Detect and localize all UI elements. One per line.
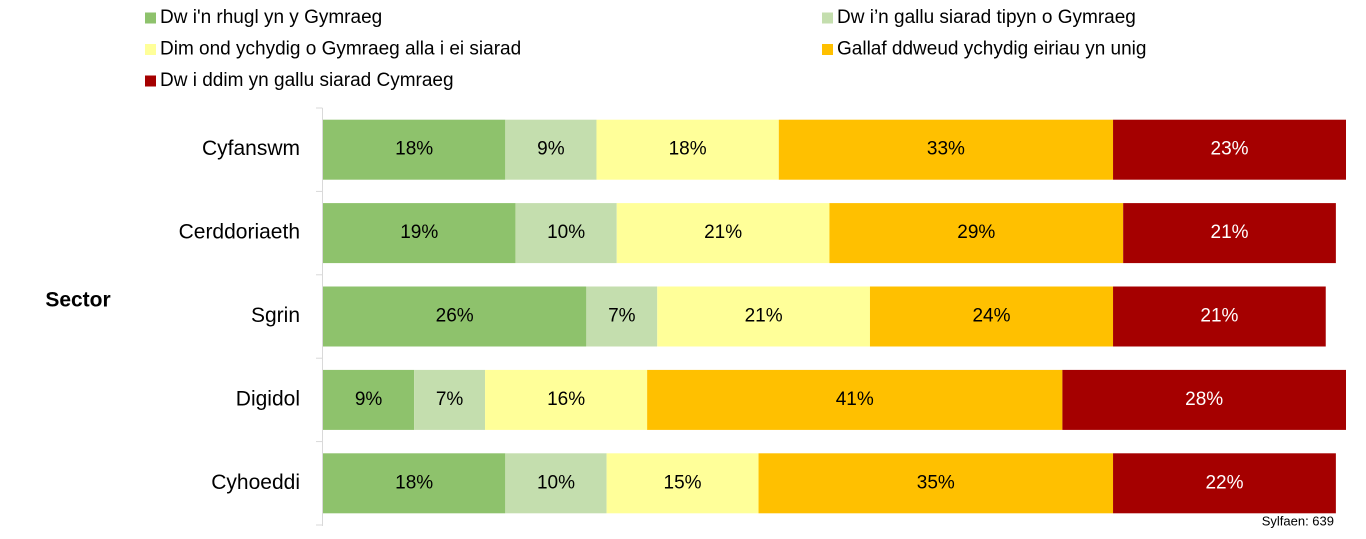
data-label: 23%: [1211, 139, 1249, 160]
y-tick-label: Cyfanswm: [202, 137, 300, 160]
data-label: 7%: [608, 306, 636, 327]
bar-segment: [606, 453, 759, 514]
data-label: 9%: [537, 139, 565, 160]
legend-label: Dw i ddim yn gallu siarad Cymraeg: [160, 70, 454, 91]
bar-segment: [1113, 119, 1346, 180]
bar-segment: [323, 119, 506, 180]
axis-label: Sector: [45, 289, 110, 312]
legend-swatch: [145, 12, 156, 24]
data-label: 18%: [669, 139, 707, 160]
data-label: 33%: [927, 139, 965, 160]
legend-swatch: [145, 44, 156, 55]
bar-segment: [758, 453, 1114, 514]
data-label: 18%: [395, 139, 433, 160]
legend-label: Gallaf ddweud ychydig eiriau yn unig: [837, 39, 1146, 60]
bar-segment: [586, 286, 658, 347]
bar-segment: [323, 286, 587, 347]
legend-label: Dw i'n rhugl yn y Gymraeg: [160, 7, 382, 28]
data-label: 28%: [1185, 389, 1223, 410]
bar-segment: [1062, 369, 1346, 430]
data-label: 21%: [1211, 222, 1249, 243]
data-label: 21%: [1200, 306, 1238, 327]
data-label: 15%: [664, 472, 702, 493]
data-label: 26%: [436, 306, 474, 327]
data-label: 22%: [1205, 472, 1243, 493]
y-tick-label: Cerddoriaeth: [179, 221, 300, 244]
bar-segment: [657, 286, 870, 347]
bar-segment: [485, 369, 648, 430]
data-label: 29%: [957, 222, 995, 243]
data-label: 41%: [836, 389, 874, 410]
bar-segment: [1113, 453, 1336, 514]
bar-segment: [323, 369, 415, 430]
bar-segment: [505, 453, 607, 514]
bar-segment: [829, 203, 1124, 264]
data-label: 21%: [745, 306, 783, 327]
data-label: 24%: [972, 306, 1010, 327]
bar-segment: [1113, 286, 1326, 347]
bar-segment: [323, 203, 516, 264]
legend-label: Dw i’n gallu siarad tipyn o Gymraeg: [837, 7, 1136, 28]
data-label: 7%: [436, 389, 464, 410]
data-label: 9%: [355, 389, 383, 410]
bar-segment: [414, 369, 486, 430]
bar-segment: [647, 369, 1063, 430]
data-label: 19%: [400, 222, 438, 243]
data-label: 35%: [917, 472, 955, 493]
y-tick-label: Sgrin: [251, 304, 300, 327]
bar-segment: [778, 119, 1114, 180]
legend-swatch: [822, 12, 833, 24]
legend-swatch: [822, 44, 833, 55]
data-label: 10%: [537, 472, 575, 493]
legend-label: Dim ond ychydig o Gymraeg alla i ei siar…: [160, 39, 521, 60]
bar-segment: [616, 203, 830, 264]
bar-segment: [515, 203, 617, 264]
legend-swatch: [145, 75, 156, 87]
bar-segment: [596, 119, 779, 180]
bar-segment: [505, 119, 597, 180]
data-label: 18%: [395, 472, 433, 493]
data-label: 16%: [547, 389, 585, 410]
note: Sylfaen: 639: [1262, 513, 1334, 528]
bar-segment: [1123, 203, 1336, 264]
bar-segment: [323, 453, 506, 514]
data-label: 21%: [704, 222, 742, 243]
y-tick-label: Cyhoeddi: [211, 471, 300, 494]
data-label: 10%: [547, 222, 585, 243]
bar-segment: [869, 286, 1114, 347]
y-tick-label: Digidol: [236, 387, 300, 410]
